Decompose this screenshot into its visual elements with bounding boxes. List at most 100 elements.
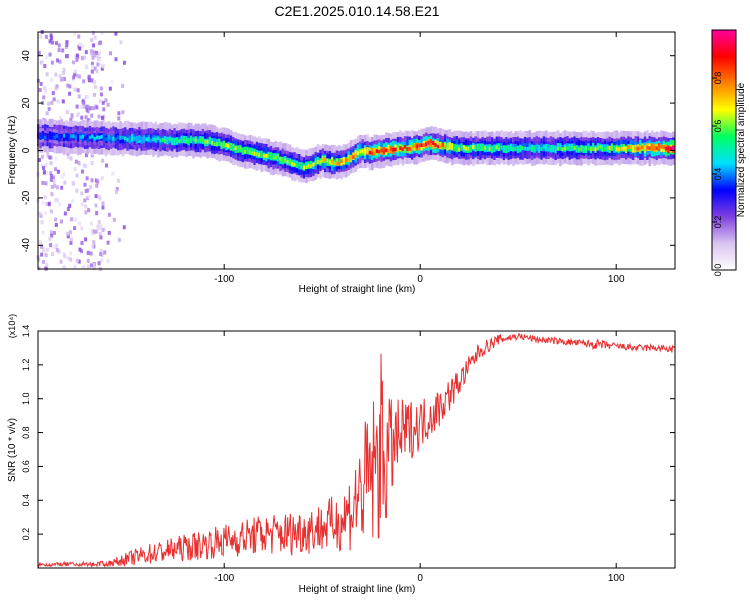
spectrogram-noise-cell <box>68 91 72 96</box>
spectrogram-ridge-cell <box>84 136 87 141</box>
spectrogram-noise-cell <box>99 224 103 229</box>
colorbar-tick-label: 0.0 <box>713 264 723 277</box>
spectrogram-noise-cell <box>47 101 51 106</box>
spectrogram-y-ticks: -40 -20 0 20 40 <box>21 50 675 253</box>
spectrogram-ridge-cell <box>307 163 311 168</box>
spectrogram-noise-cell <box>49 177 53 182</box>
y-tick-label: 1.4 <box>21 325 31 338</box>
spectrogram-ridge-cell <box>182 137 186 142</box>
spectrogram-noise-cell <box>94 194 98 199</box>
spectrogram-noise-cell <box>83 198 87 203</box>
spectrogram-noise-cell <box>80 191 84 196</box>
spectrogram-ridge-cell <box>48 131 52 139</box>
spectrogram-noise-cell <box>88 106 92 111</box>
spectrogram-ridge-cell <box>450 144 454 149</box>
spectrogram-ridge-cell <box>650 147 654 151</box>
spectrogram-noise-cell <box>65 42 69 47</box>
spectrogram-ridge-cell <box>133 136 137 141</box>
spectrogram-noise-cell <box>97 261 101 266</box>
spectrogram-noise-cell <box>73 87 77 92</box>
spectrogram-noise-cell <box>97 51 101 56</box>
spectrogram-ridge-cell <box>418 143 421 148</box>
spectrogram-ridge-cell <box>495 145 499 150</box>
spectrogram-noise-cell <box>121 110 125 115</box>
spectrogram-noise-cell <box>44 163 48 168</box>
spectrogram-ridge-cell <box>516 146 520 151</box>
spectrogram-ridge-cell <box>540 147 543 151</box>
spectrogram-ridge-cell <box>185 139 188 144</box>
spectrogram-noise-cell <box>45 72 49 77</box>
spectrogram-noise-cell <box>45 171 49 176</box>
spectrogram-ridge-cell <box>121 135 125 140</box>
spectrogram-ridge-cell <box>201 138 205 143</box>
spectrogram-ridge-cell <box>596 146 600 151</box>
spectrogram-ridge-cell <box>469 146 473 151</box>
spectrogram-noise-cell <box>55 185 59 190</box>
spectrogram-noise-cell <box>89 49 93 54</box>
spectrogram-ridge-cell <box>98 135 101 140</box>
spectrogram-noise-cell <box>69 117 73 122</box>
spectrogram-ridge-cell <box>208 139 212 144</box>
spectrogram-noise-cell <box>60 174 64 179</box>
spectrogram-noise-cell <box>47 201 51 206</box>
spectrogram-noise-cell <box>66 154 70 159</box>
spectrogram-noise-cell <box>87 194 91 199</box>
spectrogram-noise-cell <box>91 30 95 35</box>
spectrogram-ridge-cell <box>547 147 550 152</box>
spectrogram-noise-cell <box>57 43 61 48</box>
spectrogram-ridge-cell <box>432 141 435 150</box>
snr-frame <box>37 330 676 569</box>
spectrogram-ridge-cell <box>251 151 254 156</box>
spectrogram-noise-cell <box>65 40 69 45</box>
spectrogram-ridge-cell <box>93 136 97 141</box>
spectrogram-noise-cell <box>117 111 121 116</box>
spectrogram-noise-cell <box>63 211 67 216</box>
spectrogram-ridge-cell <box>288 160 292 164</box>
spectrogram-noise-cell <box>46 154 50 159</box>
spectrogram-noise-cell <box>48 52 52 57</box>
spectrogram-ridge-cell <box>556 146 560 151</box>
spectrogram-noise-cell <box>55 243 59 248</box>
spectrogram-noise-cell <box>60 185 64 190</box>
spectrogram-ridge-cell <box>100 134 104 139</box>
spectrogram-ridge-cell <box>608 145 612 150</box>
spectrogram-ridge-cell <box>206 139 209 144</box>
spectrogram-ridge-cell <box>554 145 558 150</box>
spectrogram-ridge-cell <box>528 146 532 150</box>
spectrogram-noise-cell <box>62 252 66 257</box>
spectrogram-noise-cell <box>39 220 43 225</box>
spectrogram-x-ticks: -100 0 100 <box>214 32 625 285</box>
spectrogram-noise-cell <box>89 251 93 256</box>
spectrogram-noise-cell <box>103 250 107 255</box>
spectrogram-noise-cell <box>81 44 85 49</box>
spectrogram-noise-cell <box>98 99 102 104</box>
spectrogram-ridge-cell <box>425 142 428 147</box>
spectrogram-ridge-cell <box>476 144 480 149</box>
spectrogram-noise-cell <box>75 258 79 263</box>
spectrogram-noise-cell <box>49 173 53 178</box>
spectrogram-ridge-cell <box>274 155 278 160</box>
spectrogram-ridge-cell <box>387 144 391 153</box>
spectrogram-noise-cell <box>102 107 106 112</box>
spectrogram-ridge-cell <box>60 133 64 138</box>
spectrogram-noise-cell <box>77 34 81 39</box>
spectrogram-ridge-cell <box>227 144 231 149</box>
spectrogram-ridge-cell <box>95 135 99 140</box>
spectrogram-noise-cell <box>50 192 54 197</box>
spectrogram-noise-cell <box>73 226 77 231</box>
spectrogram-noise-cell <box>82 101 86 106</box>
spectrogram-noise-cell <box>90 113 94 118</box>
spectrogram-ridge-cell <box>312 162 315 167</box>
spectrogram-ridge-cell <box>283 157 287 162</box>
spectrogram-noise-cell <box>44 248 48 253</box>
spectrogram-noise-cell <box>66 83 70 88</box>
spectrogram-ridge-cell <box>427 141 431 145</box>
spectrogram-noise-cell <box>100 115 104 120</box>
spectrogram-ridge-cell <box>533 145 536 150</box>
spectrogram-noise-cell <box>94 84 98 89</box>
spectrogram-ridge-cell <box>335 161 339 166</box>
spectrogram-noise-cell <box>37 266 41 271</box>
spectrogram-noise-cell <box>86 264 90 269</box>
spectrogram-noise-cell <box>101 205 105 210</box>
spectrogram-ridge-cell <box>321 158 325 162</box>
